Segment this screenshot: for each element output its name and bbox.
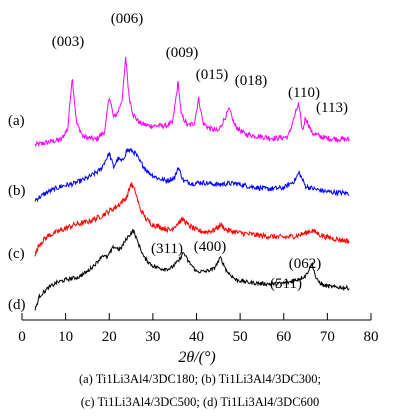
peak-label-062: (062) (289, 256, 322, 272)
series-trace-d (34, 229, 350, 311)
series-tag-b: (b) (8, 183, 26, 199)
peak-label-511: (511) (270, 276, 302, 292)
xrd-chart: (003) (006) (009) (015) (018) (110) (113… (8, 11, 379, 366)
x-tick-label: 10 (58, 329, 73, 345)
x-tick-label: 70 (320, 329, 335, 345)
x-tick-label: 50 (233, 329, 248, 345)
series-trace-c (34, 182, 350, 257)
peak-label-018: (018) (235, 73, 268, 89)
x-tick-label: 30 (145, 329, 160, 345)
x-tick-label: 40 (189, 329, 204, 345)
series-tag-a: (a) (8, 113, 25, 129)
caption-line-2: (c) Ti1Li3Al4/3DC500; (d) Ti1Li3Al4/3DC6… (80, 395, 320, 409)
peak-label-110: (110) (288, 85, 320, 101)
peak-label-400: (400) (194, 239, 227, 255)
series-trace-b (34, 147, 350, 203)
x-tick-label: 0 (18, 329, 26, 345)
series-trace-a (34, 56, 350, 148)
peak-label-113: (113) (316, 100, 348, 116)
xrd-traces (34, 56, 350, 311)
peak-label-006: (006) (111, 11, 144, 27)
x-tick-label: 80 (364, 329, 379, 345)
series-tag-c: (c) (8, 246, 25, 262)
x-tick-label: 60 (276, 329, 291, 345)
x-axis-label: 2θ/(°) (178, 349, 215, 366)
x-axis-ticks: 0 10 20 30 40 50 60 70 80 (18, 313, 379, 345)
x-tick-label: 20 (102, 329, 117, 345)
caption-line-1: (a) Ti1Li3Al4/3DC180; (b) Ti1Li3Al4/3DC3… (78, 372, 322, 386)
peak-label-311: (311) (151, 241, 183, 257)
peak-label-003: (003) (52, 34, 85, 50)
peak-label-015: (015) (196, 67, 229, 83)
peak-label-009: (009) (166, 45, 199, 61)
series-tag-d: (d) (8, 297, 26, 313)
